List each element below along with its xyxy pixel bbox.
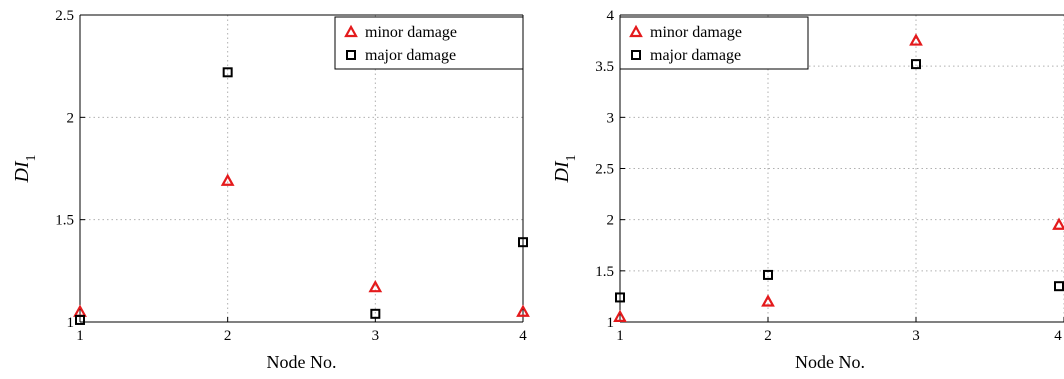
x-axis-label: Node No. <box>795 352 865 372</box>
x-tick-label: 4 <box>519 328 527 344</box>
legend-label: major damage <box>365 47 456 64</box>
minor-damage-point <box>761 294 775 307</box>
y-tick-label: 3.5 <box>595 59 614 75</box>
major-damage-point <box>75 314 85 325</box>
legend-box <box>619 16 809 70</box>
legend: minor damage major damage <box>619 16 809 70</box>
minor-damage-point <box>368 279 383 293</box>
minor-damage-point <box>516 304 530 317</box>
x-tick-label: 3 <box>912 328 920 344</box>
y-tick-label: 1 <box>67 315 75 331</box>
x-tick-label: 2 <box>764 328 772 344</box>
x-tick-label: 3 <box>372 328 380 344</box>
x-tick-label: 2 <box>224 328 232 344</box>
y-tick-label: 2.5 <box>55 8 74 24</box>
legend: minor damage major damage <box>334 16 524 70</box>
major-damage-point <box>1054 281 1064 292</box>
legend-marker <box>346 50 356 60</box>
y-tick-label: 1 <box>607 315 615 331</box>
legend-label: minor damage <box>365 24 457 41</box>
y-tick-label: 2.5 <box>595 162 614 178</box>
y-tick-label: 1.5 <box>55 213 74 229</box>
major-damage-point <box>222 67 233 78</box>
minor-damage-point <box>613 309 627 322</box>
minor-damage-point <box>220 173 235 186</box>
right-chart: 1 2 3 4 1 1.5 2 2.5 3 3.5 4 Node No. DI1 minor damage… <box>551 8 1064 372</box>
y-tick-label: 2 <box>607 213 615 229</box>
major-damage-point <box>370 308 381 319</box>
y-tick-label: 2 <box>67 110 75 126</box>
x-tick-label: 1 <box>76 328 84 344</box>
y-tick-label: 1.5 <box>595 264 614 280</box>
legend-marker <box>629 24 643 38</box>
legend-marker <box>631 50 641 60</box>
legend-label: minor damage <box>650 24 742 41</box>
x-tick-label: 1 <box>616 328 624 344</box>
major-damage-point <box>763 269 773 280</box>
major-damage-point <box>518 237 528 248</box>
x-axis-label: Node No. <box>267 352 337 372</box>
major-damage-point <box>911 59 921 70</box>
y-axis-label: DI1 <box>11 154 39 183</box>
legend-label: major damage <box>650 47 741 64</box>
x-tick-label: 4 <box>1054 328 1062 344</box>
major-damage-point <box>615 292 625 303</box>
y-tick-label: 3 <box>607 110 615 126</box>
minor-damage-point <box>1052 217 1064 230</box>
y-tick-label: 4 <box>607 8 615 24</box>
left-chart: 1 2 3 4 1 1.5 2 2.5 Node No. DI1 minor damage major… <box>11 8 530 372</box>
legend-marker <box>344 24 358 38</box>
legend-box <box>334 16 524 70</box>
minor-damage-point <box>909 33 923 46</box>
y-axis-label: DI1 <box>551 154 579 183</box>
